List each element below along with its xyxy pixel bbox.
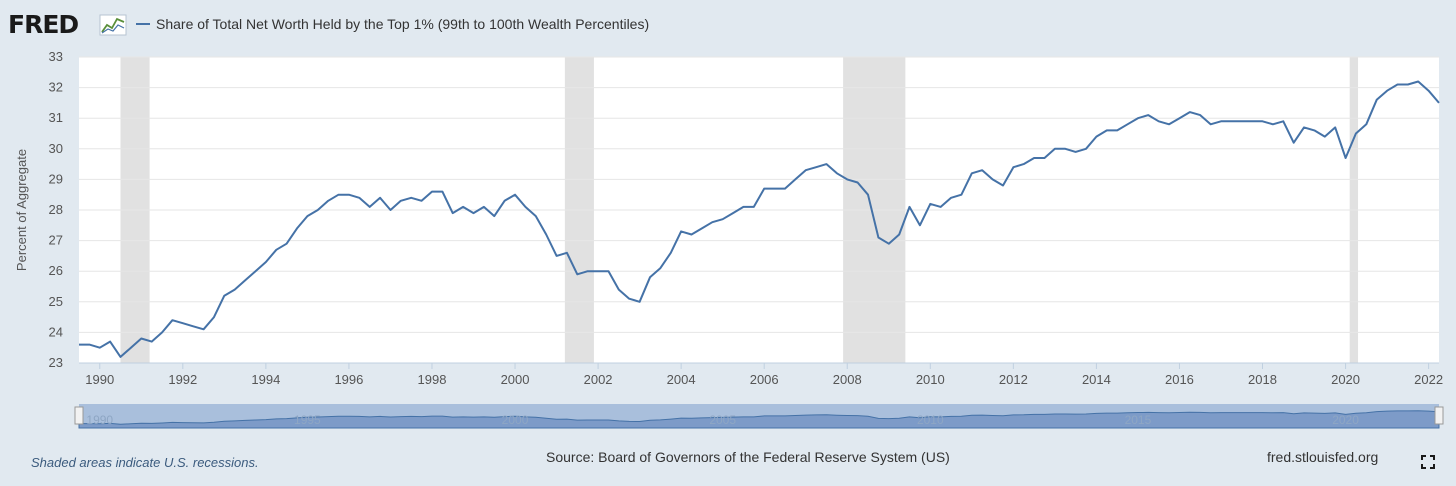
y-tick-label: 23 bbox=[49, 355, 63, 370]
legend-swatch bbox=[136, 23, 150, 25]
line-chart[interactable]: 23 24 25 26 27 28 29 30 31 32 33 1990 1992 1994 1996 19… bbox=[0, 46, 1456, 440]
x-tick-label: 2000 bbox=[501, 372, 530, 387]
x-tick-label: 1998 bbox=[418, 372, 447, 387]
y-tick-label: 30 bbox=[49, 141, 63, 156]
navigator-tick-label: 2005 bbox=[709, 413, 736, 427]
y-tick-label: 33 bbox=[49, 49, 63, 64]
navigator-tick-label: 1990 bbox=[86, 413, 113, 427]
x-tick-label: 2002 bbox=[584, 372, 613, 387]
x-tick-label: 2004 bbox=[667, 372, 696, 387]
navigator-tick-label: 2015 bbox=[1125, 413, 1152, 427]
x-tick-label: 2016 bbox=[1165, 372, 1194, 387]
x-tick-label: 2010 bbox=[916, 372, 945, 387]
navigator-tick-label: 1995 bbox=[294, 413, 321, 427]
y-tick-label: 24 bbox=[49, 324, 63, 339]
navigator-tick-label: 2010 bbox=[917, 413, 944, 427]
x-tick-label: 2020 bbox=[1331, 372, 1360, 387]
y-tick-label: 25 bbox=[49, 294, 63, 309]
series-line bbox=[79, 80, 1440, 358]
line-graph-icon bbox=[99, 14, 127, 36]
navigator-handle-left[interactable] bbox=[74, 406, 84, 425]
navigator-tick-label: 2020 bbox=[1332, 413, 1359, 427]
site-link[interactable]: fred.stlouisfed.org bbox=[1267, 449, 1379, 465]
navigator-handle-right[interactable] bbox=[1434, 406, 1444, 425]
navigator-tick-label: 2000 bbox=[502, 413, 529, 427]
x-tick-label: 1994 bbox=[251, 372, 280, 387]
y-tick-label: 29 bbox=[49, 171, 63, 186]
x-tick-label: 2014 bbox=[1082, 372, 1111, 387]
y-tick-label: 26 bbox=[49, 263, 63, 278]
fred-logo[interactable]: FRED bbox=[8, 8, 128, 40]
x-tick-label: 2018 bbox=[1248, 372, 1277, 387]
x-tick-label: 2006 bbox=[750, 372, 779, 387]
x-tick-label: 1996 bbox=[334, 372, 363, 387]
navigator-series bbox=[78, 410, 1440, 429]
source-text: Source: Board of Governors of the Federa… bbox=[546, 449, 950, 465]
x-tick-label: 1990 bbox=[85, 372, 114, 387]
y-axis-label: Percent of Aggregate bbox=[14, 149, 29, 271]
y-tick-label: 32 bbox=[49, 80, 63, 95]
chart-header: FRED Share of Total Net Worth Held by th… bbox=[0, 0, 1456, 48]
logo-text: FRED bbox=[8, 10, 78, 39]
fullscreen-icon[interactable] bbox=[1421, 455, 1435, 469]
y-tick-label: 31 bbox=[49, 110, 63, 125]
x-tick-label: 1992 bbox=[168, 372, 197, 387]
x-tick-label: 2008 bbox=[833, 372, 862, 387]
legend[interactable]: Share of Total Net Worth Held by the Top… bbox=[136, 16, 649, 32]
x-tick-label: 2012 bbox=[999, 372, 1028, 387]
y-tick-label: 27 bbox=[49, 233, 63, 248]
recession-note: Shaded areas indicate U.S. recessions. bbox=[31, 455, 259, 470]
y-tick-label: 28 bbox=[49, 202, 63, 217]
legend-label: Share of Total Net Worth Held by the Top… bbox=[156, 16, 650, 32]
x-tick-label: 2022 bbox=[1414, 372, 1443, 387]
